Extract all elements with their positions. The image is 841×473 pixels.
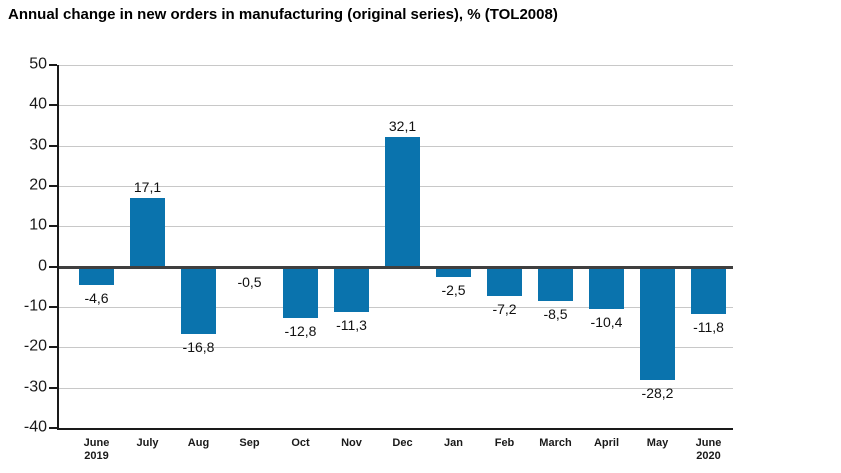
- x-axis-label-text: May: [646, 437, 669, 449]
- bar-april: [589, 266, 624, 309]
- x-axis-label: June 2019: [72, 437, 122, 463]
- x-axis-label: July: [123, 437, 173, 450]
- gridline: [59, 387, 733, 389]
- bar-july: [130, 197, 165, 267]
- bar-march: [538, 266, 573, 301]
- x-axis-label: May: [633, 437, 683, 450]
- bar-value-label: 17,1: [133, 178, 162, 195]
- y-axis-label: -40: [23, 418, 47, 436]
- bar-value-label: -10,4: [590, 313, 623, 330]
- x-axis-label: June 2020: [684, 437, 734, 463]
- bar-may: [640, 266, 675, 381]
- x-axis-label: Oct: [276, 437, 326, 450]
- x-axis-label-year: 2020: [696, 450, 721, 462]
- x-axis-label-text: Dec: [392, 437, 413, 449]
- y-axis-tick: [49, 64, 57, 66]
- y-axis-label: 30: [29, 136, 47, 154]
- y-axis-label: 40: [29, 95, 47, 113]
- x-axis-label-year: 2019: [84, 450, 109, 462]
- bar-value-label: 32,1: [388, 118, 417, 135]
- y-axis-tick: [49, 306, 57, 308]
- x-axis-label-text: March: [539, 437, 572, 449]
- y-axis-tick: [49, 427, 57, 429]
- bar-value-label: -0,5: [237, 273, 262, 290]
- x-axis-label-text: July: [136, 437, 159, 449]
- x-axis-label-text: Jan: [444, 437, 463, 449]
- x-axis-label-text: Aug: [187, 437, 210, 449]
- bar-value-label: -28,2: [641, 385, 674, 402]
- gridline: [59, 105, 733, 107]
- bar-value-label: -8,5: [543, 305, 568, 322]
- plot-area: 50 40 30 20 10 0 -10 -20 -30 -40 -4,6 June 2019 17,1 J…: [24, 56, 733, 462]
- gridline: [59, 65, 733, 66]
- y-axis-tick: [49, 225, 57, 228]
- x-axis-label-text: Sep: [239, 437, 260, 449]
- x-axis-label: Dec: [378, 437, 428, 450]
- x-axis-label: April: [582, 437, 632, 450]
- bar-feb: [487, 266, 522, 296]
- x-axis-label-text: April: [593, 437, 620, 449]
- x-axis-label: March: [531, 437, 581, 450]
- gridline: [59, 307, 733, 308]
- y-axis-tick: [49, 185, 57, 187]
- y-axis-tick: [49, 346, 57, 349]
- bar-nov: [334, 266, 369, 313]
- bar-dec: [385, 137, 420, 267]
- bar-value-label: -2,5: [441, 281, 466, 298]
- bar-value-label: -11,3: [336, 317, 367, 334]
- x-axis-label-text: June: [83, 437, 110, 449]
- x-axis-label: Sep: [225, 437, 275, 450]
- y-axis-label: 50: [29, 55, 47, 73]
- y-axis-tick: [49, 386, 57, 389]
- bar-aug: [181, 266, 216, 335]
- x-axis-label: Aug: [174, 437, 224, 450]
- bar-oct: [283, 266, 318, 319]
- y-axis-tick: [49, 104, 57, 107]
- y-axis-label: -20: [23, 337, 47, 355]
- x-axis-label-text: Oct: [291, 437, 310, 449]
- y-axis-tick: [49, 265, 57, 268]
- y-axis-label: 0: [38, 257, 47, 275]
- x-axis-label: Feb: [480, 437, 530, 450]
- x-axis-label-text: June: [695, 437, 722, 449]
- x-axis-label-text: Feb: [494, 437, 515, 449]
- zero-line: [59, 265, 733, 269]
- bar-value-label: -16,8: [182, 339, 215, 356]
- x-axis-label: Jan: [429, 437, 479, 450]
- gridline: [59, 347, 733, 349]
- y-axis-tick: [49, 144, 57, 147]
- bar-value-label: -7,2: [492, 300, 517, 317]
- x-axis-label-text: Nov: [341, 437, 362, 449]
- bar-value-label: -11,8: [693, 319, 724, 336]
- bar-value-label: -4,6: [84, 290, 109, 307]
- y-axis-label: 20: [29, 176, 47, 194]
- bar-june-2019: [79, 266, 114, 286]
- chart-title: Annual change in new orders in manufactu…: [8, 6, 558, 23]
- bar-value-label: -12,8: [284, 323, 317, 340]
- y-axis-label: 10: [29, 216, 47, 234]
- bar-june-2020: [691, 266, 726, 315]
- y-axis-label: -30: [23, 378, 47, 396]
- y-axis-label: -10: [23, 297, 47, 315]
- bar-jan: [436, 266, 471, 277]
- x-axis-label: Nov: [327, 437, 377, 450]
